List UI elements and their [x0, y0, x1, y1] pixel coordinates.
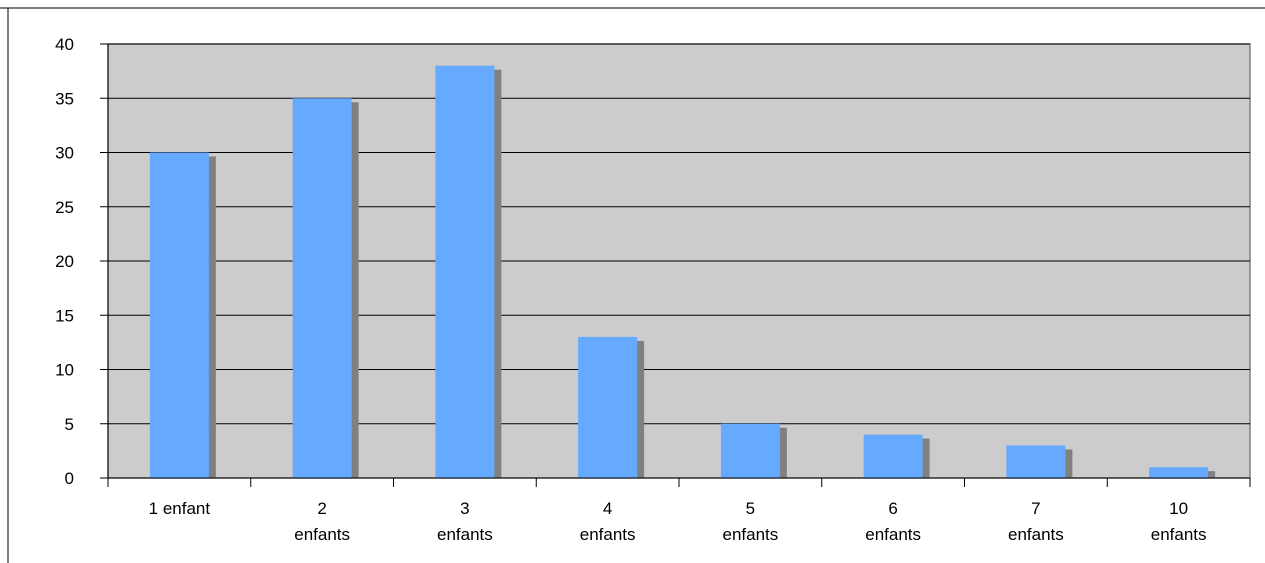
y-tick-label: 0	[65, 469, 74, 488]
axes	[107, 44, 1251, 487]
y-tick-label: 40	[55, 35, 74, 54]
bar	[149, 152, 209, 478]
x-tick-label: 3 enfants	[437, 499, 493, 544]
x-tick-label: 2 enfants	[294, 499, 350, 544]
y-tick-label: 20	[55, 252, 74, 271]
bar	[578, 336, 638, 478]
x-tick-label: 6 enfants	[865, 499, 921, 544]
y-tick-label: 5	[65, 415, 74, 434]
y-tick-label: 30	[55, 144, 74, 163]
bar	[1149, 467, 1209, 478]
bar	[1006, 445, 1066, 478]
bar	[720, 423, 780, 478]
x-tick-label: 4 enfants	[580, 499, 636, 544]
y-tick-label: 15	[55, 306, 74, 325]
y-tick-labels: 0 5 10 15 20 25 30 35 40	[55, 35, 74, 488]
x-tick-label: 5 enfants	[722, 499, 778, 544]
y-tick-label: 25	[55, 198, 74, 217]
bar	[292, 98, 352, 478]
bar	[435, 65, 495, 478]
y-tick-label: 35	[55, 89, 74, 108]
y-tick-label: 10	[55, 361, 74, 380]
x-tick-label: 10 enfants	[1151, 499, 1207, 544]
x-tick-label: 7 enfants	[1008, 499, 1064, 544]
bar	[863, 434, 923, 478]
x-tick-label: 1 enfant	[149, 499, 211, 518]
bars	[149, 65, 1216, 478]
x-tick-labels: 1 enfant 2 enfants 3 enfants 4 enfants 5 enfants…	[149, 499, 1207, 544]
